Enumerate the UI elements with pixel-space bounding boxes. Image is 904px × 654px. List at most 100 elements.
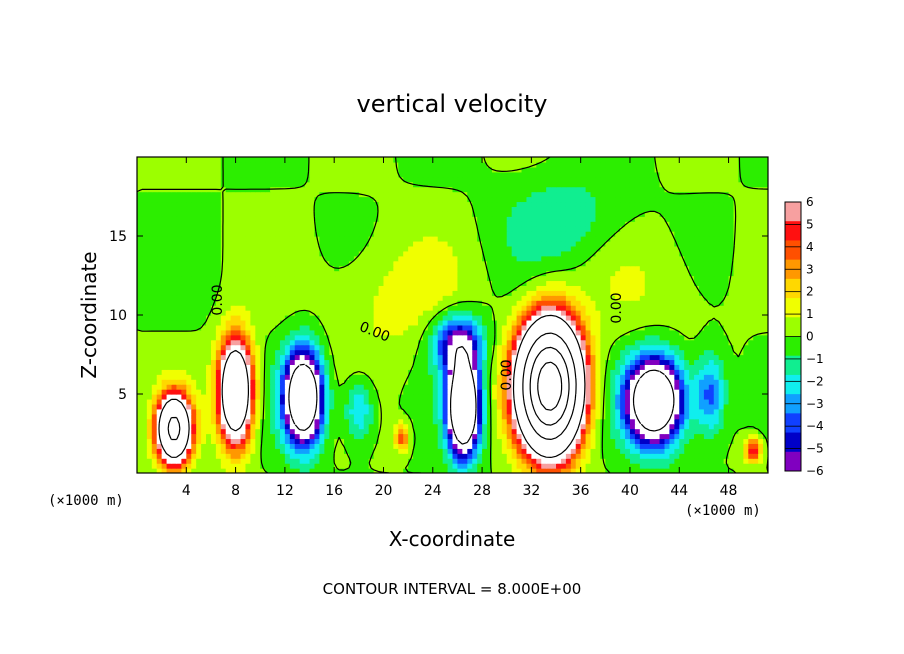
- heatmap-cell: [265, 319, 271, 326]
- heatmap-cell: [467, 413, 473, 420]
- heatmap-cell: [240, 398, 247, 405]
- heatmap-cell: [733, 319, 740, 326]
- heatmap-cell: [299, 453, 306, 459]
- heatmap-cell: [294, 384, 301, 390]
- heatmap-cell: [324, 423, 330, 430]
- heatmap-cell: [304, 468, 311, 473]
- heatmap-cell: [595, 398, 601, 405]
- heatmap-cell: [634, 295, 641, 301]
- heatmap-cell: [447, 453, 454, 459]
- heatmap-cell: [206, 290, 212, 296]
- heatmap-cell: [215, 359, 222, 365]
- heatmap-cell: [565, 300, 572, 306]
- heatmap-cell: [427, 403, 434, 410]
- heatmap-cell: [743, 349, 749, 356]
- heatmap-cell: [669, 428, 675, 435]
- heatmap-cell: [728, 349, 735, 356]
- heatmap-cell: [186, 438, 192, 444]
- heatmap-cell: [378, 433, 385, 440]
- heatmap-cell: [255, 448, 261, 454]
- heatmap-cell: [506, 418, 513, 425]
- heatmap-cell: [521, 339, 528, 346]
- heatmap-cell: [487, 408, 493, 415]
- heatmap-cell: [166, 403, 173, 410]
- heatmap-cell: [210, 290, 217, 296]
- heatmap-cell: [408, 379, 414, 385]
- heatmap-cell: [210, 285, 217, 291]
- heatmap-cell: [156, 315, 163, 321]
- heatmap-cell: [413, 319, 419, 326]
- heatmap-cell: [427, 438, 434, 444]
- heatmap-cell: [694, 463, 700, 469]
- heatmap-cell: [240, 334, 247, 341]
- heatmap-cell: [215, 463, 222, 469]
- heatmap-cell: [595, 310, 601, 316]
- heatmap-cell: [649, 463, 656, 469]
- heatmap-cell: [339, 334, 345, 341]
- heatmap-cell: [250, 290, 256, 296]
- heatmap-cell: [763, 280, 768, 286]
- heatmap-cell: [289, 448, 296, 454]
- heatmap-cell: [743, 408, 749, 415]
- heatmap-cell: [437, 438, 444, 444]
- heatmap-cell: [275, 319, 281, 326]
- heatmap-cell: [541, 319, 547, 326]
- heatmap-cell: [679, 329, 685, 336]
- heatmap-cell: [708, 310, 715, 316]
- heatmap-cell: [408, 389, 414, 395]
- heatmap-cell: [166, 369, 173, 375]
- heatmap-cell: [309, 413, 316, 420]
- heatmap-cell: [639, 329, 646, 336]
- heatmap-cell: [708, 349, 715, 356]
- heatmap-cell: [329, 305, 335, 311]
- heatmap-cell: [703, 334, 710, 341]
- heatmap-cell: [654, 408, 661, 415]
- heatmap-cell: [551, 334, 557, 341]
- heatmap-cell: [575, 364, 582, 370]
- heatmap-cell: [472, 433, 478, 440]
- heatmap-cell: [413, 329, 419, 336]
- heatmap-cell: [531, 433, 537, 440]
- heatmap-cell: [181, 418, 187, 425]
- heatmap-cell: [206, 359, 212, 365]
- heatmap-cell: [669, 339, 675, 346]
- heatmap-cell: [654, 329, 661, 336]
- heatmap-cell: [758, 354, 764, 361]
- heatmap-cell: [344, 413, 350, 420]
- heatmap-cell: [196, 305, 202, 311]
- heatmap-cell: [447, 438, 454, 444]
- heatmap-cell: [329, 310, 335, 316]
- heatmap-cell: [383, 305, 390, 311]
- heatmap-cell: [723, 285, 730, 291]
- heatmap-cell: [245, 319, 251, 326]
- heatmap-cell: [284, 413, 291, 420]
- heatmap-cell: [694, 394, 700, 400]
- heatmap-cell: [580, 438, 587, 444]
- heatmap-cell: [491, 389, 498, 395]
- heatmap-cell: [427, 290, 434, 296]
- heatmap-cell: [289, 310, 296, 316]
- heatmap-cell: [348, 374, 355, 380]
- heatmap-cell: [467, 448, 473, 454]
- heatmap-cell: [437, 448, 444, 454]
- heatmap-cell: [496, 418, 503, 425]
- heatmap-cell: [511, 339, 518, 346]
- heatmap-cell: [585, 329, 592, 336]
- heatmap-cell: [506, 339, 513, 346]
- heatmap-cell: [225, 438, 232, 444]
- heatmap-cell: [314, 443, 320, 449]
- heatmap-cell: [186, 398, 192, 405]
- heatmap-cell: [477, 359, 483, 365]
- heatmap-cell: [595, 443, 601, 449]
- heatmap-cell: [620, 329, 626, 336]
- heatmap-cell: [487, 403, 493, 410]
- heatmap-cell: [546, 453, 552, 459]
- heatmap-cell: [723, 468, 730, 473]
- heatmap-cell: [659, 310, 666, 316]
- heatmap-cell: [176, 394, 182, 400]
- heatmap-cell: [191, 408, 197, 415]
- heatmap-cell: [151, 295, 158, 301]
- heatmap-cell: [417, 408, 424, 415]
- heatmap-cell: [625, 344, 631, 351]
- heatmap-cell: [260, 354, 266, 361]
